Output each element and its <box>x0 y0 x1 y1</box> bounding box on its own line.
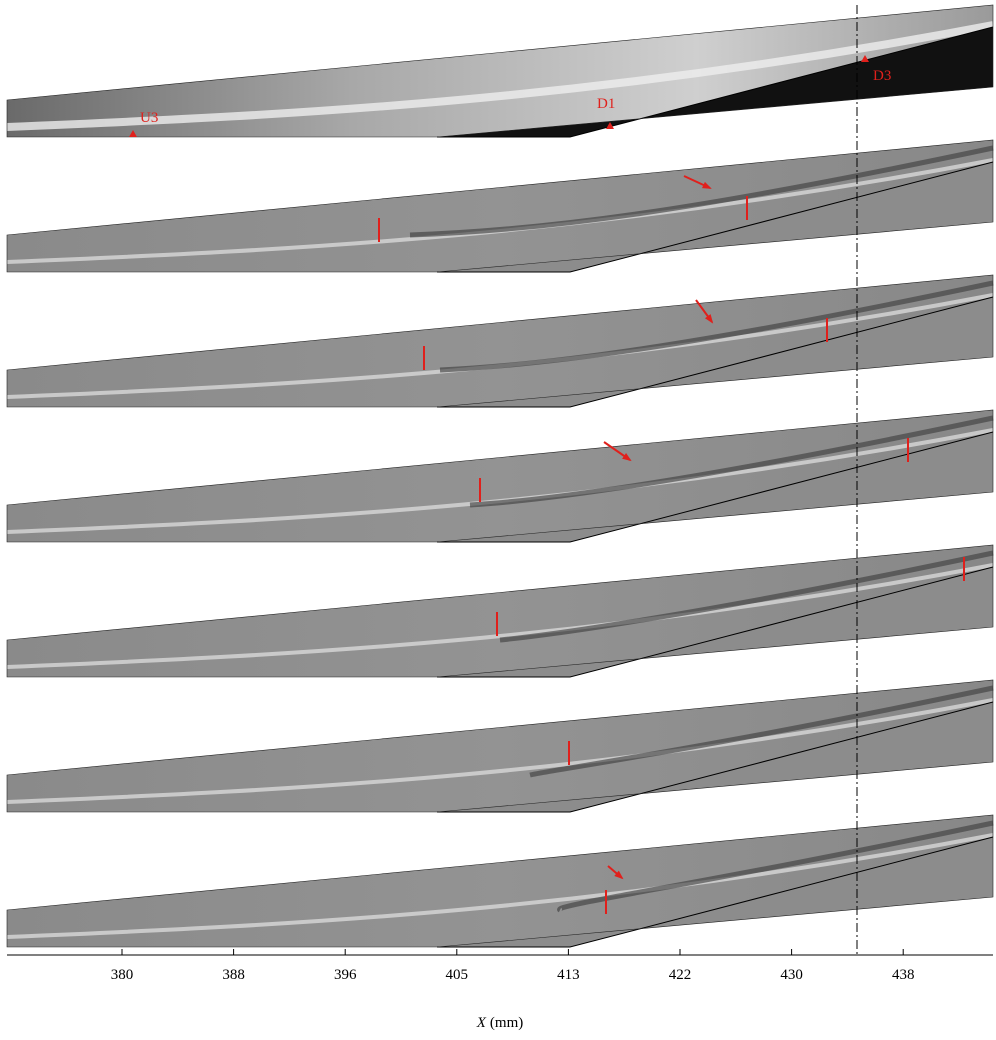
x-axis-title: X (mm) <box>476 1015 524 1031</box>
image-strip <box>6 814 994 948</box>
strip-outline <box>6 544 994 678</box>
red-arrowhead <box>704 314 714 324</box>
dark-band <box>529 685 994 778</box>
image-strip <box>6 139 994 273</box>
wall-region <box>437 567 993 677</box>
x-tick-label: 405 <box>446 967 469 983</box>
strip-outline <box>6 139 994 273</box>
bright-band <box>6 833 994 939</box>
bright-band <box>6 698 994 804</box>
wall-line <box>437 566 994 678</box>
x-tick-label: 396 <box>334 967 357 983</box>
sensor-marker <box>129 130 137 137</box>
wall-line <box>437 701 994 813</box>
wall-region <box>437 702 993 812</box>
x-tick-label: 413 <box>557 967 580 983</box>
wall-line <box>437 26 994 138</box>
dark-band <box>499 550 994 643</box>
x-tick-label: 438 <box>892 967 915 983</box>
red-arrowhead <box>614 870 624 880</box>
strips <box>6 4 994 948</box>
bright-band <box>6 428 994 534</box>
x-tick-label: 430 <box>780 967 803 983</box>
sensor-label: U3 <box>140 110 158 126</box>
image-strip <box>6 544 994 678</box>
strip-outline <box>6 814 994 948</box>
wall-line <box>437 431 994 543</box>
image-strip <box>6 409 994 543</box>
wall-line <box>437 161 994 273</box>
red-arrowhead <box>622 453 632 462</box>
x-tick-label: 388 <box>222 967 245 983</box>
wall-region <box>437 162 993 272</box>
wall-line <box>437 296 994 408</box>
sensor-marker <box>606 122 614 129</box>
strip-outline <box>6 274 994 408</box>
dark-band <box>409 145 994 238</box>
sensor-label: D1 <box>597 96 615 112</box>
image-strip <box>6 679 994 813</box>
wall-region <box>437 432 993 542</box>
x-tick-label: 380 <box>111 967 134 983</box>
red-arrowhead <box>702 181 712 189</box>
bright-band <box>6 21 994 131</box>
sensor-label: D3 <box>873 68 891 84</box>
wall-region <box>437 297 993 407</box>
image-strip <box>6 4 994 138</box>
wall-region <box>437 27 993 137</box>
sensor-marker <box>861 55 869 62</box>
dark-band <box>439 280 994 373</box>
strip-outline <box>6 4 994 138</box>
image-strip <box>6 274 994 408</box>
x-tick-label: 422 <box>669 967 692 983</box>
strip-outline <box>6 409 994 543</box>
dark-band <box>469 415 994 508</box>
strip-outline <box>6 679 994 813</box>
wall-line <box>437 836 994 948</box>
dark-band <box>557 820 994 913</box>
bright-band <box>6 563 994 669</box>
wall-region <box>437 837 993 947</box>
